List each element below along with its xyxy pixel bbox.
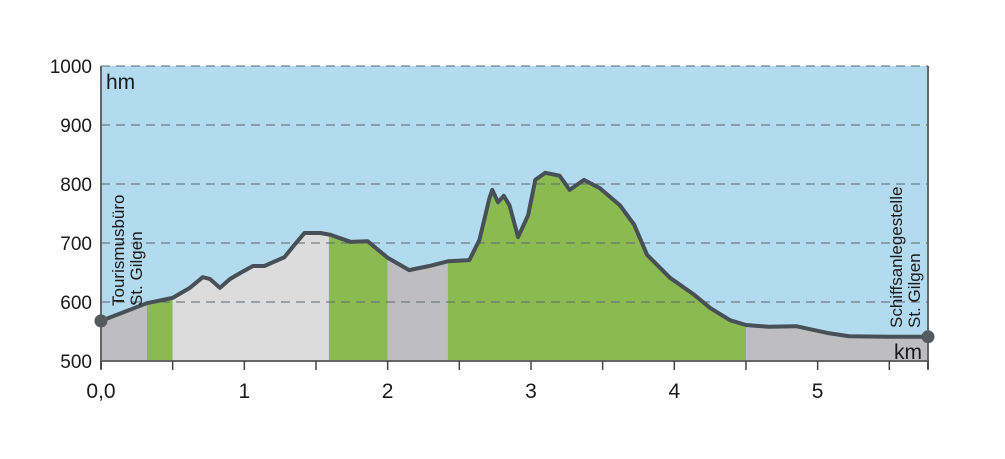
x-tick-label: 4 <box>668 380 680 403</box>
surface-segment-green <box>146 297 173 361</box>
y-tick-label: 600 <box>60 293 92 314</box>
surface-segment-dark-gray <box>387 257 448 361</box>
start-point-marker <box>94 314 108 328</box>
start-label-line2: St. Gilgen <box>127 231 146 306</box>
x-tick-label: 3 <box>525 380 537 403</box>
surface-segment-green <box>328 234 388 361</box>
y-tick-label: 500 <box>60 352 92 373</box>
x-tick-label: 5 <box>812 380 824 403</box>
y-tick-label: 900 <box>60 116 92 137</box>
x-tick-label: 2 <box>382 380 394 403</box>
surface-segment-dark-gray <box>745 325 928 361</box>
end-label-line1: Schiffsanlegestelle <box>887 187 906 328</box>
y-axis-unit-label: hm <box>106 71 135 94</box>
end-point-marker <box>921 330 935 344</box>
start-label-line1: Tourismusbüro <box>109 195 128 307</box>
markers <box>94 314 935 344</box>
y-tick-label: 700 <box>60 234 92 255</box>
y-tick-label: 800 <box>60 175 92 196</box>
x-tick-label: 1 <box>238 380 250 403</box>
y-tick-label: 1000 <box>50 57 92 78</box>
tick-labels: 0,0 1 2 3 4 5 500 600 700 800 900 1000 <box>50 57 824 403</box>
surface-segment-green <box>447 172 746 361</box>
surface-segment-light-gray <box>172 232 329 361</box>
axes <box>100 66 929 370</box>
x-axis-unit-label: km <box>894 341 922 364</box>
surface-segments <box>101 172 928 361</box>
elevation-line <box>100 170 928 339</box>
grid-lines <box>101 65 928 303</box>
end-label-line2: St. Gilgen <box>905 253 924 328</box>
x-tick-label: 0,0 <box>86 380 115 403</box>
